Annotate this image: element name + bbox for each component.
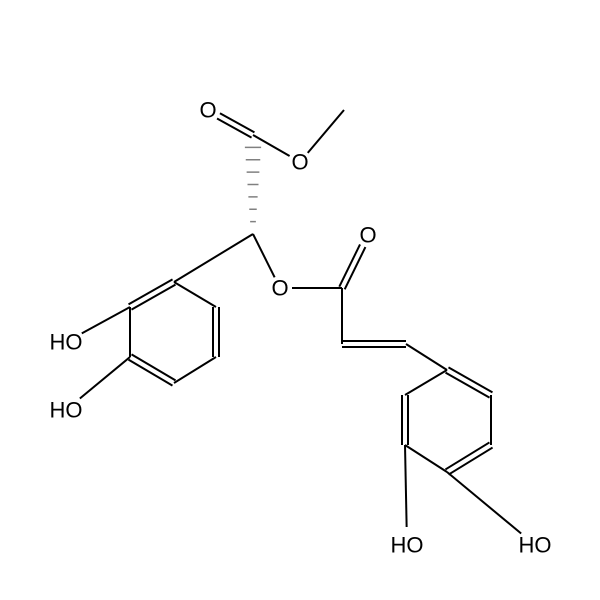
ho-atom-label: HO (519, 533, 552, 558)
ho-atom-label: HO (50, 398, 83, 423)
o-atom-label: O (291, 150, 308, 175)
o-atom-label: O (199, 98, 216, 123)
ho-atom-label: HO (391, 533, 424, 558)
o-atom-label: O (271, 276, 288, 301)
o-atom-label: O (359, 223, 376, 248)
ho-atom-label: HO (50, 330, 83, 355)
